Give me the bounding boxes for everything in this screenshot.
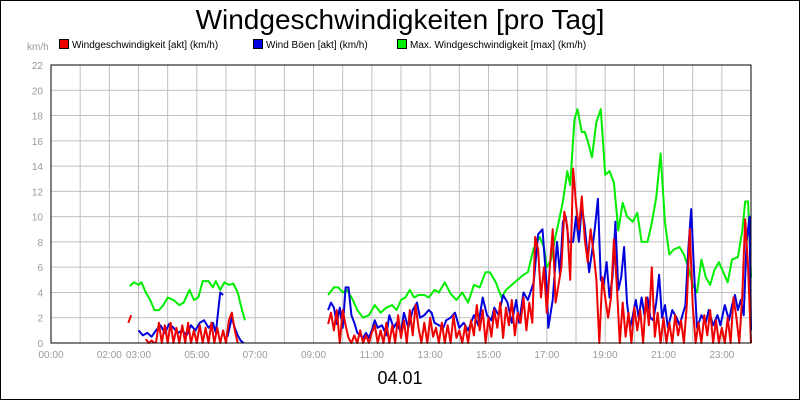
- x-tick-label: 13:00: [418, 350, 443, 361]
- x-axis-date-label: 04.01: [377, 368, 423, 388]
- x-tick-label: 03:00: [126, 350, 151, 361]
- x-tick-label: 07:00: [243, 350, 268, 361]
- series-line-2: [145, 338, 156, 344]
- y-tick-label: 8: [37, 238, 43, 249]
- y-axis-unit-label: km/h: [27, 42, 49, 53]
- x-tick-label: 11:00: [360, 350, 385, 361]
- y-tick-label: 16: [32, 137, 44, 148]
- x-tick-label: 17:00: [534, 350, 559, 361]
- x-tick-label: 21:00: [651, 350, 676, 361]
- y-tick-label: 2: [37, 314, 43, 325]
- y-tick-label: 0: [37, 339, 43, 350]
- x-tick-label: 02:00: [97, 350, 122, 361]
- series-line-2: [127, 314, 133, 324]
- y-tick-label: 4: [37, 288, 43, 299]
- y-tick-label: 18: [32, 112, 44, 123]
- legend-label-wind-boeen: Wind Böen [akt] (km/h): [266, 40, 368, 51]
- legend-label-max-windgeschwindigkeit: Max. Windgeschwindigkeit [max] (km/h): [410, 40, 587, 51]
- y-tick-label: 14: [32, 162, 44, 173]
- x-tick-label: 23:00: [709, 350, 734, 361]
- series-line-0: [129, 280, 246, 321]
- legend-swatch-red: [59, 39, 69, 49]
- series-line-1: [226, 316, 245, 344]
- chart-title: Windgeschwindigkeiten [pro Tag]: [195, 4, 605, 35]
- x-tick-label: 15:00: [476, 350, 501, 361]
- legend-item-windgeschwindigkeit: Windgeschwindigkeit [akt] (km/h): [59, 39, 218, 53]
- legend-swatch-blue: [253, 39, 263, 49]
- legend-item-max-windgeschwindigkeit: Max. Windgeschwindigkeit [max] (km/h): [397, 39, 586, 53]
- y-tick-label: 6: [37, 263, 43, 274]
- series-line-1: [327, 197, 752, 339]
- y-tick-label: 20: [32, 86, 44, 97]
- x-tick-label: 00:00: [38, 350, 63, 361]
- legend-label-windgeschwindigkeit: Windgeschwindigkeit [akt] (km/h): [72, 40, 219, 51]
- y-tick-label: 22: [32, 61, 44, 72]
- y-tick-label: 10: [32, 213, 44, 224]
- x-tick-label: 09:00: [301, 350, 326, 361]
- x-tick-label: 19:00: [593, 350, 618, 361]
- legend-swatch-green: [397, 39, 407, 49]
- plot-border: [50, 64, 752, 344]
- x-tick-label: 05:00: [184, 350, 209, 361]
- legend-item-wind-boeen: Wind Böen [akt] (km/h): [253, 39, 368, 53]
- y-tick-label: 12: [32, 187, 44, 198]
- series-line-2: [327, 167, 752, 344]
